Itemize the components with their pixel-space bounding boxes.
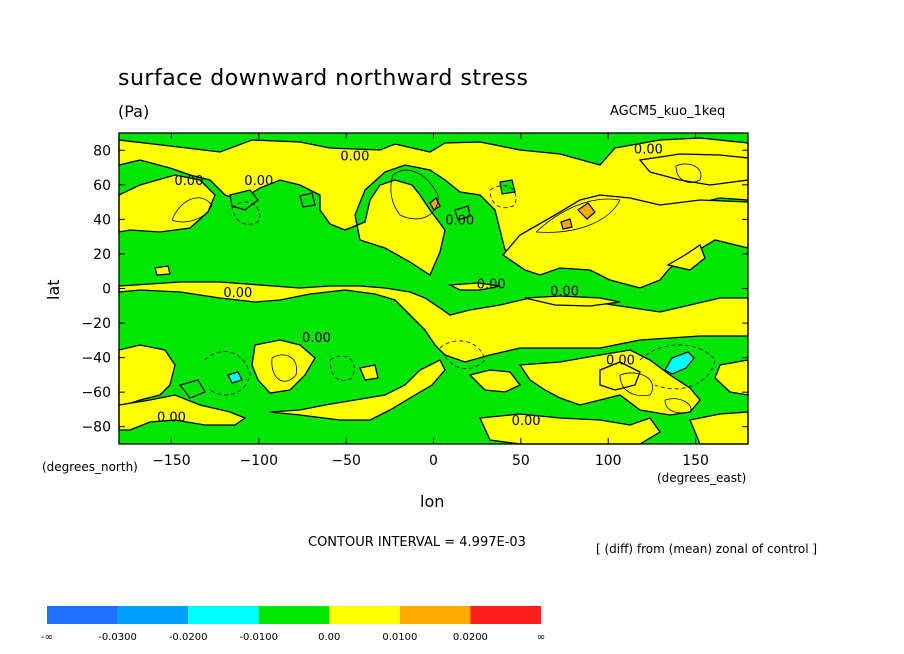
colorbar-bin	[470, 606, 541, 624]
x-tick-label: −150	[152, 453, 190, 469]
positive-region	[502, 194, 749, 289]
y-tick-label: 40	[93, 212, 111, 228]
contour-line	[535, 198, 621, 233]
units-label: (Pa)	[118, 102, 150, 121]
y-tick-label: 60	[93, 178, 111, 194]
contour-line	[675, 163, 702, 183]
contour-line	[271, 354, 298, 382]
positive-region	[118, 174, 216, 233]
colorbar-bin	[258, 606, 330, 624]
strong-positive-patch	[577, 202, 596, 220]
model-label: AGCM5_kuo_1keq	[610, 104, 726, 119]
positive-region	[468, 369, 522, 393]
negative-island	[499, 179, 516, 195]
contour-value-label: 0.00	[157, 411, 186, 426]
strong-negative-patch	[227, 371, 243, 384]
positive-region	[666, 244, 706, 271]
y-tick-label: 0	[102, 282, 111, 298]
colorbar-bin	[399, 606, 471, 624]
positive-region	[251, 339, 316, 394]
colorbar-label: -0.0100	[239, 632, 278, 643]
plot-area	[118, 132, 749, 445]
contour-line-negative	[489, 185, 517, 209]
colorbar-label: -0.0300	[98, 632, 137, 643]
colorbar-bin	[117, 606, 189, 624]
negative-island	[299, 192, 316, 208]
colorbar-label: 0.00	[318, 632, 340, 643]
contour-value-label: 0.00	[512, 414, 541, 429]
contour-value-label: 0.00	[445, 214, 474, 229]
colorbar-label: -∞	[41, 632, 53, 643]
positive-region	[269, 359, 446, 421]
contour-line	[619, 372, 653, 397]
contour-value-label: 0.00	[174, 174, 203, 189]
strong-negative-patch	[664, 351, 695, 375]
y-axis-units: (degrees_north)	[42, 460, 138, 474]
colorbar-label: -0.0200	[169, 632, 208, 643]
positive-region	[118, 394, 247, 431]
positive-region	[359, 364, 379, 381]
colorbar-label: 0.0100	[382, 632, 417, 643]
positive-region	[447, 282, 501, 291]
colorbar-label: 0.0200	[453, 632, 488, 643]
negative-island	[178, 379, 206, 399]
colorbar-bin	[188, 606, 259, 624]
y-tick-label: −40	[81, 351, 111, 367]
contour-line-negative	[439, 340, 486, 369]
contour-value-label: 0.00	[302, 331, 331, 346]
negative-island	[454, 205, 471, 221]
y-tick-label: 80	[93, 143, 111, 159]
contour-line-negative	[639, 344, 716, 390]
contour-value-label: 0.00	[244, 174, 273, 189]
contour-line-negative	[329, 355, 355, 382]
x-tick-label: −50	[331, 453, 361, 469]
x-axis-label: lon	[420, 492, 445, 511]
colorbar-label: ∞	[537, 632, 545, 643]
colorbar-bin	[47, 606, 118, 624]
contour-line	[390, 169, 439, 220]
diff-note: [ (diff) from (mean) zonal of control ]	[596, 542, 818, 556]
contour-value-label: 0.00	[550, 284, 579, 299]
colorbar-bin	[329, 606, 400, 624]
contour-value-label: 0.00	[634, 143, 663, 158]
contour-line	[664, 398, 692, 414]
contour-value-label: 0.00	[340, 150, 369, 165]
positive-region	[118, 137, 749, 276]
chart-title: surface downward northward stress	[118, 66, 529, 91]
strong-positive-patch	[560, 218, 573, 230]
positive-region	[154, 265, 171, 276]
strong-positive-patch	[429, 197, 441, 211]
x-tick-label: 50	[512, 453, 530, 469]
contour-value-label: 0.00	[223, 286, 252, 301]
y-tick-label: −60	[81, 385, 111, 401]
contour-line-negative	[231, 201, 260, 225]
x-tick-label: −100	[240, 453, 278, 469]
y-tick-label: −80	[81, 420, 111, 436]
positive-region	[524, 295, 621, 307]
contour-interval-text: CONTOUR INTERVAL = 4.997E-03	[308, 535, 526, 550]
x-tick-label: 100	[595, 453, 622, 469]
contour-value-label: 0.00	[606, 354, 635, 369]
y-tick-label: −20	[81, 316, 111, 332]
y-tick-label: 20	[93, 247, 111, 263]
x-axis-units: (degrees_east)	[657, 471, 747, 485]
x-tick-label: 0	[429, 453, 438, 469]
contour-value-label: 0.00	[477, 278, 506, 293]
negative-island	[229, 189, 259, 211]
contour-line	[171, 197, 213, 223]
x-tick-label: 150	[682, 453, 709, 469]
colorbar: -∞ -0.0300 -0.0200 -0.0100 0.00 0.0100 0.0200 ∞	[41, 606, 545, 643]
axis-ticks: −150 −100 −50 0 50 100 150 80 60 40 20 0 −20 −40 −60 −8…	[81, 133, 748, 469]
contour-labels: 0.00 0.00 0.00 0.00 0.00 0.00 0.00 0.00 0.00 0.00…	[157, 143, 663, 429]
contour-line-negative	[204, 351, 251, 396]
